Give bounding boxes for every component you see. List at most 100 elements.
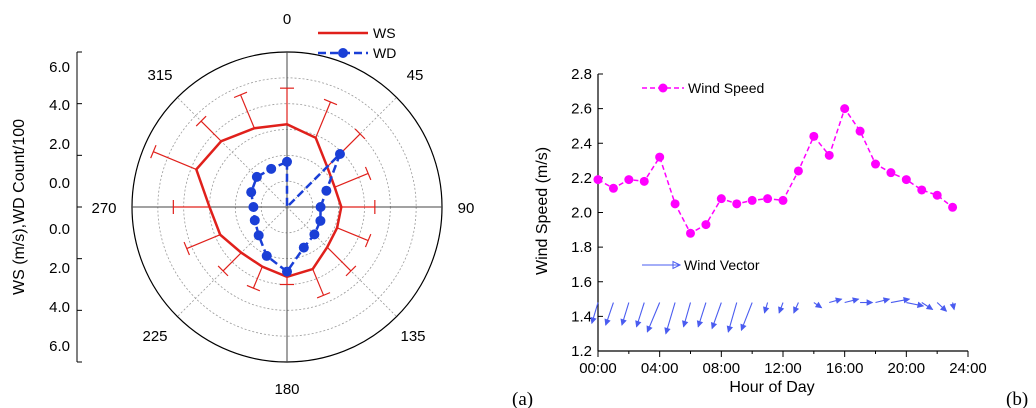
wd-point bbox=[266, 163, 277, 174]
wd-point bbox=[282, 266, 292, 277]
wind-speed-point bbox=[871, 159, 880, 169]
wind-vector-head bbox=[793, 306, 800, 314]
y-tick-label: 2.6 bbox=[571, 101, 592, 118]
ws-errorbar bbox=[186, 234, 221, 250]
y-tick-label: 1.4 bbox=[571, 308, 592, 325]
radial-tick-2-bottom: 2.0 bbox=[49, 260, 70, 277]
y-tick-label: 2.4 bbox=[571, 135, 592, 152]
x-tick-label-4: 16:00 bbox=[826, 360, 864, 377]
ws-errorbar bbox=[239, 94, 255, 129]
angle-label-0: 0 bbox=[283, 11, 291, 28]
polar-y-axis-title: WS (m/s),WD Count/100 bbox=[11, 119, 28, 295]
wind-vector-head bbox=[949, 303, 957, 311]
line-chart-y-axis-title: Wind Speed (m/s) bbox=[534, 147, 551, 275]
wind-vector-head bbox=[635, 320, 642, 328]
wind-speed-point bbox=[593, 175, 603, 185]
legend-wind-speed-marker bbox=[658, 83, 668, 93]
wd-point bbox=[321, 185, 332, 196]
wind-vector-head bbox=[903, 296, 911, 304]
wind-speed-point bbox=[655, 152, 665, 162]
ws-errorbar-cap bbox=[345, 265, 357, 277]
wind-speed-point bbox=[886, 168, 896, 178]
line-chart: 1.2 1.4 1.6 1.8 2.0 2.2 2.4 2.6 2.8 00:00 04:00 … bbox=[534, 66, 987, 396]
ws-errorbar-cap bbox=[246, 284, 261, 292]
x-tick-label-6: 24:00 bbox=[949, 360, 987, 377]
wd-point bbox=[261, 250, 272, 261]
wind-speed-point bbox=[670, 199, 680, 209]
radial-ticks bbox=[77, 51, 82, 363]
line-chart-legend: Wind Speed Wind Vector bbox=[642, 80, 764, 273]
legend-wind-speed-label: Wind Speed bbox=[688, 80, 764, 96]
ws-errorbar-cap bbox=[364, 233, 372, 248]
wind-vector-head bbox=[620, 318, 627, 326]
angle-label-225: 225 bbox=[142, 328, 167, 345]
polar-legend: WS WD bbox=[318, 25, 396, 61]
wind-vector-head bbox=[925, 303, 934, 310]
ws-errorbar-cap bbox=[233, 91, 248, 99]
wind-speed-line bbox=[597, 106, 954, 235]
wind-speed-point bbox=[732, 199, 742, 209]
wind-vector-head bbox=[740, 323, 747, 332]
wind-vector-head bbox=[814, 301, 823, 309]
x-tick-label-0: 00:00 bbox=[579, 360, 617, 377]
ws-errorbar bbox=[153, 151, 197, 170]
angle-label-180: 180 bbox=[274, 381, 299, 398]
ws-errorbar bbox=[312, 268, 325, 296]
ws-errorbar-cap bbox=[217, 265, 229, 277]
ws-errorbar-cap bbox=[316, 292, 331, 299]
ws-errorbar bbox=[315, 101, 332, 139]
panel-label-a: (a) bbox=[512, 389, 533, 408]
y-tick-label: 2.2 bbox=[571, 170, 592, 187]
wind-speed-point bbox=[917, 185, 927, 195]
ws-errorbar-cap bbox=[323, 98, 338, 106]
y-tick-label: 1.6 bbox=[571, 274, 592, 291]
line-chart-x-ticks bbox=[597, 351, 969, 357]
wind-speed-point bbox=[809, 131, 819, 141]
wind-speed-point bbox=[901, 175, 911, 185]
polar-angle-labels: 0 45 90 135 180 225 270 315 bbox=[91, 11, 474, 398]
wind-speed-point bbox=[840, 104, 850, 114]
y-tick-label: 1.2 bbox=[571, 343, 592, 360]
wind-vector-head bbox=[835, 297, 843, 304]
x-tick-label-5: 20:00 bbox=[888, 360, 926, 377]
wind-vector-head bbox=[852, 297, 860, 304]
wind-speed-point bbox=[855, 126, 865, 136]
wd-point bbox=[246, 187, 257, 198]
wind-speed-point bbox=[932, 190, 942, 200]
radial-tick-4-bottom: 4.0 bbox=[49, 299, 70, 316]
y-tick-label: 2.0 bbox=[571, 205, 592, 222]
radial-tick-4-top: 4.0 bbox=[49, 97, 70, 114]
wind-vector-head bbox=[590, 316, 597, 325]
wind-vector-head bbox=[726, 325, 733, 333]
ws-errorbar bbox=[222, 252, 242, 272]
polar-chart: 0 45 90 135 180 225 270 315 6.0 4.0 2.0 … bbox=[11, 11, 474, 398]
x-tick-label-1: 04:00 bbox=[641, 360, 679, 377]
x-tick-label-3: 12:00 bbox=[764, 360, 802, 377]
wind-vector-head bbox=[778, 306, 785, 314]
ws-series-line bbox=[194, 123, 343, 279]
ws-errorbar bbox=[334, 172, 369, 188]
ws-errorbar bbox=[336, 227, 369, 242]
wind-speed-point bbox=[824, 150, 834, 160]
radial-tick-0-bottom: 0.0 bbox=[49, 221, 70, 238]
angle-label-135: 135 bbox=[400, 328, 425, 345]
angle-label-315: 315 bbox=[147, 67, 172, 84]
line-chart-x-tick-labels: 00:00 04:00 08:00 12:00 16:00 20:00 24:0… bbox=[579, 360, 987, 377]
wind-vector-head bbox=[916, 301, 925, 309]
ws-errorbar-cap bbox=[364, 166, 372, 181]
line-chart-y-ticks: 1.2 1.4 1.6 1.8 2.0 2.2 2.4 2.6 2.8 bbox=[571, 66, 603, 360]
legend-wind-vector-label: Wind Vector bbox=[684, 257, 760, 273]
wind-speed-point bbox=[763, 194, 773, 204]
wind-vector-head bbox=[710, 321, 718, 330]
wind-vector-head bbox=[696, 320, 704, 328]
angle-label-270: 270 bbox=[91, 200, 116, 217]
ws-errorbar-cap bbox=[354, 128, 366, 140]
wind-speed-point bbox=[701, 220, 711, 230]
ws-errorbars bbox=[150, 87, 376, 299]
panel-label-b: (b) bbox=[1006, 389, 1028, 408]
wd-series-line bbox=[249, 153, 342, 274]
wind-vector-arrows bbox=[590, 296, 957, 335]
wind-vector-head bbox=[604, 318, 611, 326]
wd-point bbox=[315, 202, 326, 212]
